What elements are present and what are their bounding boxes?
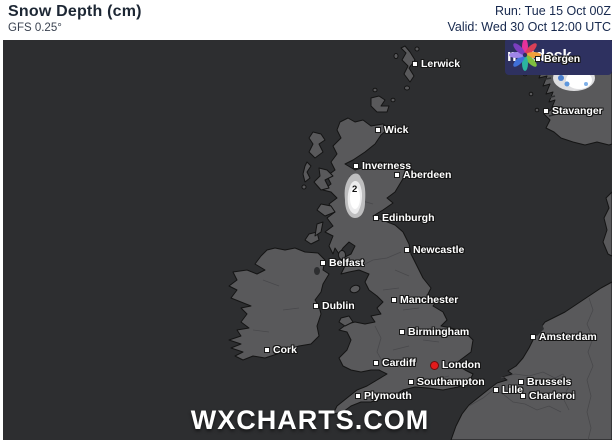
pinwheel-icon	[509, 40, 541, 71]
outer-hebrides	[308, 131, 326, 159]
metdesk-logo: metdesk	[505, 40, 612, 75]
snow-depth-shading	[344, 65, 595, 218]
ireland-landmass	[228, 247, 330, 361]
snow-depth-value-label: 2	[352, 184, 358, 195]
jura	[314, 221, 324, 237]
isle-of-skye	[313, 167, 334, 191]
metdesk-logo-content: metdesk	[505, 40, 612, 75]
isle-of-man	[349, 284, 361, 294]
continent-landmass	[450, 281, 612, 440]
orkney-islands	[370, 95, 390, 113]
header-left: Snow Depth (cm) GFS 0.25°	[0, 0, 142, 34]
ijsselmeer-lake	[530, 319, 544, 336]
header-right: Run: Tue 15 Oct 00Z Valid: Wed 30 Oct 12…	[447, 0, 615, 35]
run-time-label: Run: Tue 15 Oct 00Z	[494, 4, 611, 18]
valid-time-label: Valid: Wed 30 Oct 12:00 UTC	[447, 20, 611, 34]
coastline-layer	[228, 40, 612, 440]
great-britain-landmass	[322, 117, 474, 415]
model-label: GFS 0.25°	[8, 22, 62, 34]
isle-of-mull	[316, 203, 336, 217]
shetland-islands	[400, 45, 416, 83]
header-bar: Snow Depth (cm) GFS 0.25° Run: Tue 15 Oc…	[0, 0, 615, 40]
weather-map: metdesk WXCHARTS.COM Lerwick Bergen Stav…	[3, 40, 612, 440]
anglesey	[338, 315, 354, 327]
denmark-coast	[602, 191, 612, 257]
wxcharts-watermark: WXCHARTS.COM	[190, 405, 430, 435]
page-title: Snow Depth (cm)	[8, 3, 142, 20]
lough-neagh-lake	[314, 267, 320, 275]
arran	[338, 250, 346, 260]
